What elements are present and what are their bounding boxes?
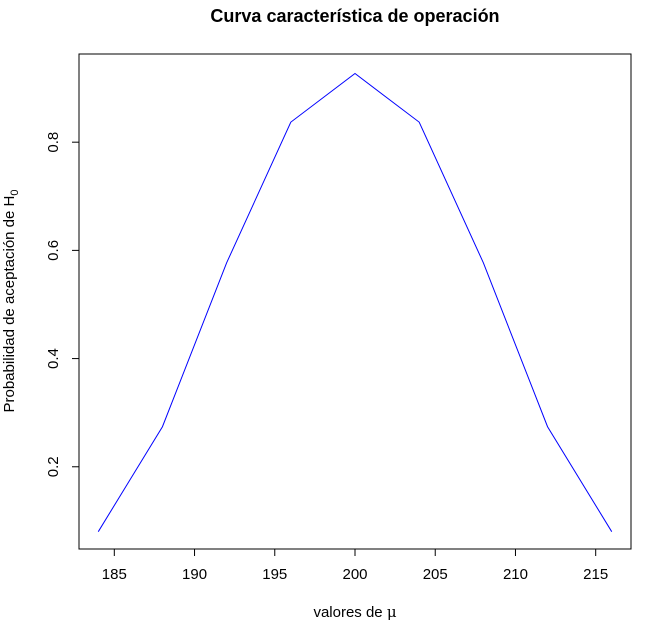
y-axis-label: Probabilidad de aceptación de H0 [1, 190, 21, 413]
mu-symbol: μ [387, 603, 397, 621]
y-tick-label: 0.2 [45, 456, 62, 477]
x-tick-label: 185 [102, 566, 127, 583]
x-tick-label: 205 [423, 566, 448, 583]
y-axis-label-subscript: 0 [9, 190, 21, 196]
plot-frame [78, 53, 632, 550]
x-tick-label: 210 [503, 566, 528, 583]
y-tick-label: 0.8 [45, 132, 62, 153]
y-axis: 0.2 0.4 0.6 0.8 [45, 132, 80, 477]
series-layer [97, 72, 613, 532]
x-axis-label: valores de μ [313, 603, 396, 621]
x-tick-label: 215 [583, 566, 608, 583]
x-tick-label: 195 [262, 566, 287, 583]
oc-curve-line [97, 72, 613, 532]
x-axis-label-text: valores de [313, 604, 386, 621]
chart-title: Curva característica de operación [210, 6, 499, 26]
y-tick-label: 0.4 [45, 348, 62, 369]
x-axis: 185 190 195 200 205 210 215 [102, 548, 608, 583]
x-tick-label: 200 [342, 566, 367, 583]
y-tick-label: 0.6 [45, 240, 62, 261]
x-tick-label: 190 [182, 566, 207, 583]
y-axis-label-text: Probabilidad de aceptación de H [1, 196, 18, 413]
